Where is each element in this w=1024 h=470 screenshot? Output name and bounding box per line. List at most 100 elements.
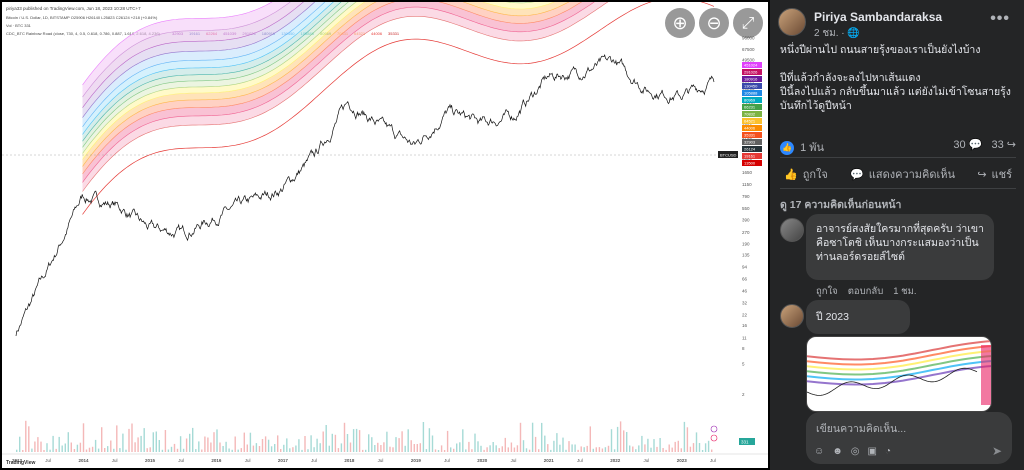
time-axis-label: Jul — [644, 458, 650, 463]
volume-bar — [31, 448, 33, 452]
volume-bar — [283, 444, 285, 452]
emoji-icon[interactable]: ☻ — [832, 446, 843, 457]
volume-bar — [182, 448, 185, 452]
volume-bar — [85, 449, 88, 452]
fullscreen-icon[interactable]: ⤢ — [733, 8, 763, 38]
band-label-box — [742, 160, 762, 166]
comment-composer[interactable]: เขียนความคิดเห็น... ☺ ☻ ◎ ▣ ◔ ➤ — [806, 412, 1012, 464]
divider — [780, 188, 1016, 189]
indicator-marker-icon[interactable] — [710, 434, 718, 442]
band-label-text: 291026 — [744, 70, 758, 75]
band-label-box — [742, 83, 762, 89]
volume-bar — [49, 449, 51, 452]
see-previous-comments-link[interactable]: ดู 17 ความคิดเห็นก่อนหน้า — [780, 199, 902, 211]
indicator-marker-icon[interactable] — [710, 425, 718, 433]
sticker-icon[interactable]: ☺ — [814, 446, 825, 457]
avatar[interactable] — [778, 8, 806, 36]
volume-bar — [46, 443, 48, 452]
price-axis-label: 270 — [742, 230, 750, 235]
volume-bar — [437, 450, 440, 452]
chart-canvas[interactable]: piriya33 published on TradingView.com, J… — [2, 2, 768, 468]
rainbow-band-line — [82, 2, 273, 86]
camera-icon[interactable]: ◎ — [850, 446, 860, 457]
rainbow-band — [82, 2, 582, 174]
volume-bar — [662, 448, 664, 452]
volume-bar — [225, 441, 227, 452]
comment-time[interactable]: 1 ชม. — [893, 286, 917, 297]
volume-bar — [94, 439, 97, 452]
comment-icon: 💬 — [850, 168, 864, 181]
volume-bar — [219, 442, 221, 452]
more-options-icon[interactable]: ••• — [990, 10, 1010, 27]
volume-bar — [477, 441, 479, 452]
volume-bar — [158, 440, 160, 452]
comment-reply-link[interactable]: ตอบกลับ — [847, 286, 884, 297]
price-axis-label: 790 — [742, 194, 750, 199]
rainbow-band-line — [82, 2, 583, 175]
time-axis-label: Jul — [45, 458, 51, 463]
rainbow-band-line — [82, 2, 349, 148]
volume-bar — [619, 421, 622, 452]
comment-button[interactable]: 💬 แสดงความคิดเห็น — [846, 164, 959, 184]
volume-bar — [374, 445, 376, 452]
volume-bar — [401, 431, 403, 452]
like-count[interactable]: 1 พัน — [800, 142, 825, 154]
volume-bar — [413, 444, 415, 452]
volume-bar — [16, 449, 18, 452]
volume-bar — [647, 438, 649, 452]
share-count[interactable]: 33 — [991, 139, 1004, 151]
share-button[interactable]: ↪ แชร์ — [973, 164, 1016, 184]
volume-bar — [346, 434, 349, 452]
volume-bar — [650, 447, 652, 452]
volume-bar — [104, 448, 106, 452]
volume-bar — [192, 427, 194, 452]
author-name[interactable]: Piriya Sambandaraksa — [814, 10, 943, 24]
volume-bar — [143, 428, 145, 452]
gif-icon[interactable]: ▣ — [867, 446, 877, 457]
tradingview-chart[interactable]: piriya33 published on TradingView.com, J… — [2, 2, 768, 468]
post-time[interactable]: 2 ชม. · 🌐 — [814, 26, 860, 41]
volume-bar — [459, 442, 461, 452]
band-label-text: 66231 — [744, 105, 756, 110]
volume-bar — [185, 438, 188, 452]
send-icon[interactable]: ➤ — [991, 444, 1002, 458]
avatar-sticker-icon[interactable]: ◔ — [884, 446, 891, 457]
volume-bar — [116, 425, 118, 452]
comment-input[interactable]: เขียนความคิดเห็น... — [816, 423, 907, 435]
volume-bar — [243, 432, 245, 452]
volume-bar — [419, 443, 421, 452]
volume-bar — [328, 445, 330, 452]
volume-bar — [680, 448, 682, 452]
volume-bar — [131, 423, 133, 452]
zoom-in-icon[interactable]: ⊕ — [665, 8, 695, 38]
band-label-text: 64521 — [744, 119, 756, 124]
time-axis: 2013 Jul 2014 Jul 2015 Jul 2016 Jul 2017 Jul 2018 J… — [12, 458, 716, 463]
volume-bar — [538, 449, 540, 452]
volume-bar — [128, 428, 130, 452]
volume-bar — [34, 441, 36, 452]
comment-like-link[interactable]: ถูกใจ — [816, 286, 838, 297]
red-floor-line — [82, 2, 715, 215]
price-axis-label: 1650 — [742, 170, 753, 175]
volume-bar — [446, 430, 449, 452]
volume-bar — [255, 443, 258, 452]
author-reply-avatar[interactable] — [780, 304, 804, 328]
volume-bar — [237, 449, 239, 452]
volume-bar — [52, 435, 54, 452]
volume-bar — [246, 444, 248, 452]
volume-bar — [704, 443, 707, 452]
volume-bar — [525, 448, 528, 452]
volume-bar — [358, 430, 361, 452]
volume-bar — [656, 446, 658, 452]
band-label-text: 13500 — [744, 161, 756, 166]
commenter-avatar[interactable] — [780, 218, 804, 242]
volume-bar — [480, 445, 482, 452]
volume-bar — [595, 447, 597, 452]
zoom-out-icon[interactable]: ⊖ — [699, 8, 729, 38]
comment-count[interactable]: 30 — [953, 139, 966, 151]
band-label-text: 105888 — [744, 91, 758, 96]
rainbow-band-line — [82, 2, 342, 142]
like-button[interactable]: 👍 ถูกใจ — [780, 164, 832, 184]
reply-chart-image[interactable] — [806, 336, 992, 412]
volume-bar — [58, 436, 60, 452]
